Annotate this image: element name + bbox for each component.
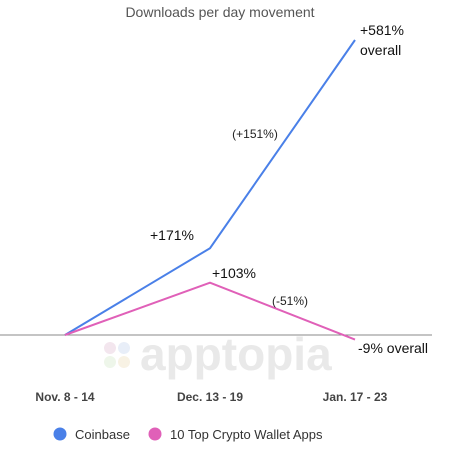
watermark: apptopia — [104, 328, 332, 380]
segment-label-0-1: (+151%) — [232, 127, 278, 141]
point-label-0-1: +171% — [150, 227, 194, 243]
apptopia-logo-icon — [104, 342, 130, 368]
x-tick-label-2: Jan. 17 - 23 — [323, 390, 388, 404]
chart-title: Downloads per day movement — [125, 4, 314, 20]
point-label-line2-0-2: overall — [360, 42, 401, 58]
legend: Coinbase 10 Top Crypto Wallet Apps — [53, 427, 323, 442]
legend-label-1: 10 Top Crypto Wallet Apps — [170, 427, 323, 442]
legend-swatch-0 — [53, 427, 67, 441]
series-line-1 — [64, 281, 356, 341]
legend-label-0: Coinbase — [75, 427, 130, 442]
watermark-text: apptopia — [140, 328, 332, 380]
x-tick-labels: Nov. 8 - 14 Dec. 13 - 19 Jan. 17 - 23 — [35, 390, 387, 404]
segment-label-1-1: (-51%) — [272, 294, 308, 308]
point-label-0-2: +581% — [360, 22, 404, 38]
series-layer — [64, 39, 356, 341]
legend-swatch-1 — [148, 427, 162, 441]
label-layer: +171% +581% overall (+151%) +103% -9% overall… — [150, 22, 428, 356]
x-tick-label-1: Dec. 13 - 19 — [177, 390, 243, 404]
point-label-1-1: +103% — [212, 265, 256, 281]
series-line-0 — [64, 39, 356, 336]
point-label-1-2: -9% overall — [358, 340, 428, 356]
x-tick-label-0: Nov. 8 - 14 — [35, 390, 94, 404]
